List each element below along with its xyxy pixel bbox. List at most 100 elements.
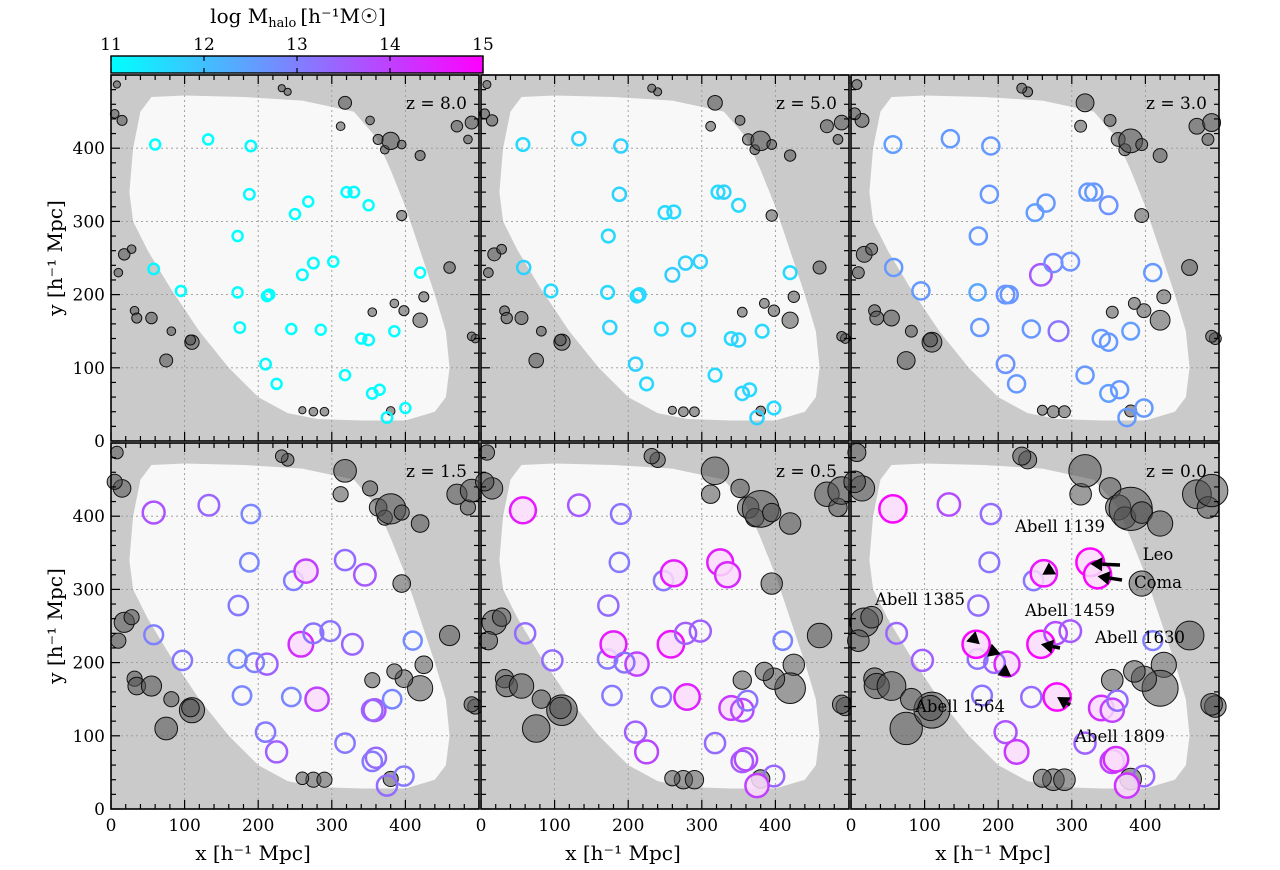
protocluster-point <box>666 204 682 220</box>
field-halo-point <box>332 486 349 503</box>
field-halo-point <box>1058 405 1071 419</box>
field-halo-point <box>319 406 330 417</box>
protocluster-point <box>287 630 315 658</box>
field-halo-point <box>1127 296 1141 310</box>
protocluster-point <box>742 382 758 398</box>
field-halo-point <box>393 504 410 521</box>
protocluster-point <box>254 721 277 744</box>
protocluster-point <box>1099 383 1119 403</box>
protocluster-point <box>766 400 782 416</box>
protocluster-point <box>147 262 161 276</box>
field-halo-point <box>367 307 378 317</box>
protocluster-point <box>736 689 759 712</box>
protocluster-point <box>979 184 1000 205</box>
field-halo-point <box>860 605 883 629</box>
protocluster-point <box>340 632 364 656</box>
y-tick-label: 300 <box>73 580 105 600</box>
x-tick-label: 200 <box>982 816 1014 836</box>
protocluster-point <box>754 323 770 339</box>
protocluster-point <box>571 130 587 147</box>
protocluster-point <box>713 561 742 589</box>
field-halo-point <box>836 330 848 342</box>
field-halo-point <box>140 675 163 697</box>
field-halo-point <box>463 134 473 145</box>
protocluster-point <box>730 332 747 348</box>
protocluster-point <box>1117 407 1137 428</box>
protocluster-point <box>993 719 1018 745</box>
field-halo-point <box>734 115 746 126</box>
field-halo-point <box>767 304 781 317</box>
protocluster-point <box>601 684 623 707</box>
protocluster-point <box>174 284 188 298</box>
protocluster-point <box>380 411 394 425</box>
redshift-label: z = 0.5 <box>776 462 837 482</box>
field-halo-point <box>1135 138 1149 151</box>
field-halo-point <box>1074 119 1088 133</box>
field-halo-point <box>1075 93 1095 113</box>
protocluster-point <box>347 185 361 199</box>
protocluster-point <box>710 184 726 200</box>
field-halo-point <box>181 698 200 718</box>
field-halo-point <box>521 714 551 743</box>
field-halo-point <box>1134 208 1150 223</box>
protocluster-point <box>723 330 739 347</box>
field-halo-point <box>1123 660 1146 683</box>
protocluster-point <box>703 731 727 755</box>
redshift-label: z = 0.0 <box>1146 462 1207 482</box>
protocluster-point <box>141 500 166 525</box>
protocluster-point <box>364 746 388 770</box>
panel-z-1.5: 0 100 200 300 400 0 100 200 300 400 z = 1.5 <box>73 442 484 836</box>
protocluster-point <box>656 629 686 659</box>
colorbar-tick-label: 14 <box>379 35 401 55</box>
field-halo-point <box>116 114 128 126</box>
protocluster-point <box>659 559 689 588</box>
field-halo-point <box>851 266 865 280</box>
field-halo-point <box>1068 454 1102 488</box>
field-halo-point <box>418 291 430 303</box>
field-halo-point <box>883 309 900 327</box>
field-halo-point <box>1202 113 1222 132</box>
protocluster-point <box>1043 620 1069 646</box>
x-tick-label: 100 <box>908 816 940 836</box>
protocluster-point <box>541 649 564 672</box>
protocluster-point <box>402 630 423 651</box>
protocluster-point <box>231 685 253 706</box>
field-halo-point <box>277 84 286 93</box>
redshift-label: z = 8.0 <box>406 94 467 114</box>
field-halo-point <box>1130 501 1154 524</box>
field-halo-point <box>889 711 923 746</box>
field-halo-point <box>766 139 778 150</box>
protocluster-point <box>1060 251 1081 272</box>
field-halo-point <box>1152 148 1168 163</box>
field-halo-point <box>496 243 507 255</box>
y-tick-label: 300 <box>73 212 105 232</box>
protocluster-point <box>883 134 903 155</box>
field-halo-point <box>110 632 127 649</box>
field-halo-point <box>154 716 179 741</box>
x-tick-label: 200 <box>612 816 644 836</box>
y-tick-label: 100 <box>73 359 105 379</box>
field-halo-point <box>754 661 775 682</box>
protocluster-point <box>1075 365 1095 385</box>
x-axis-title: x [h⁻¹ Mpc] <box>935 841 1051 865</box>
field-halo-point <box>760 572 783 595</box>
protocluster-point <box>360 698 384 722</box>
protocluster-point <box>967 594 990 617</box>
field-halo-point <box>500 311 513 325</box>
field-halo-point <box>806 622 833 649</box>
field-halo-point <box>338 95 353 110</box>
protocluster-point <box>1025 203 1045 223</box>
field-halo-point <box>463 696 480 713</box>
field-halo-point <box>732 670 752 690</box>
x-tick-label: 300 <box>1056 816 1088 836</box>
field-halo-point <box>869 310 885 326</box>
protocluster-point <box>1098 332 1119 352</box>
y-tick-label: 100 <box>73 727 105 747</box>
field-halo-point <box>386 663 403 680</box>
protocluster-point <box>878 494 908 524</box>
protocluster-point <box>1106 689 1129 712</box>
panel-z-0.5: 0 100 200 300 400 z = 0.5 <box>475 442 856 836</box>
field-halo-point <box>145 311 158 325</box>
protocluster-point <box>171 649 194 672</box>
